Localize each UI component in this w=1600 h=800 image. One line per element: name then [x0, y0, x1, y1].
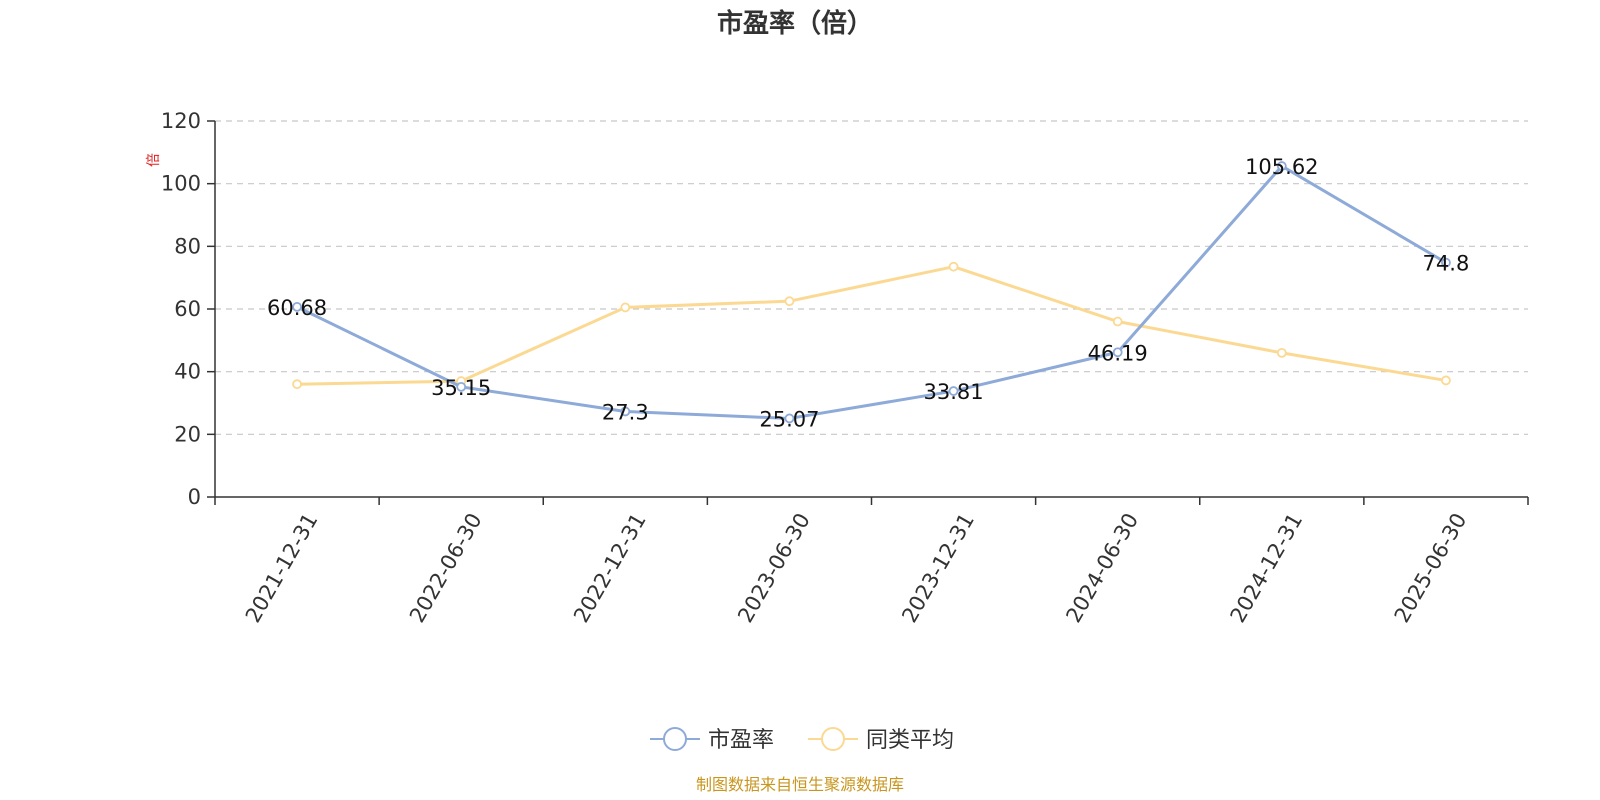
data-label: 46.19: [1088, 341, 1148, 365]
data-point[interactable]: [1112, 347, 1123, 358]
x-tick-label: 2024-06-30: [1061, 509, 1143, 627]
grid-lines: [215, 120, 1528, 435]
x-tick-label: 2023-12-31: [897, 509, 979, 627]
legend-marker-icon: [821, 727, 845, 751]
legend-item[interactable]: 市盈率: [650, 727, 774, 753]
y-tick-label: 0: [188, 485, 201, 509]
x-tick-label: 2025-06-30: [1390, 509, 1472, 627]
legend-label: 同类平均: [866, 728, 954, 753]
y-tick-label: 80: [174, 234, 201, 258]
data-point[interactable]: [948, 386, 959, 396]
x-tick-label: 2021-12-31: [241, 509, 323, 627]
data-point[interactable]: [784, 296, 795, 307]
series-layer: [292, 161, 1451, 424]
legend-item[interactable]: 同类平均: [808, 727, 954, 753]
data-label: 33.81: [924, 380, 984, 404]
x-tick-label: 2023-06-30: [733, 509, 815, 627]
data-labels: 60.68 35.15 27.3 25.07 33.81 46.19 105.62 74.8: [267, 155, 1469, 431]
data-point[interactable]: [1441, 375, 1451, 386]
data-point[interactable]: [620, 302, 631, 313]
data-point[interactable]: [456, 381, 467, 392]
x-tick-label: 2024-12-31: [1226, 509, 1308, 627]
source-note: 制图数据来自恒生聚源数据库: [696, 775, 904, 794]
data-point[interactable]: [292, 379, 302, 390]
data-point[interactable]: [620, 406, 631, 417]
x-tick-label: 2022-06-30: [405, 509, 487, 627]
data-label: 25.07: [759, 407, 819, 431]
data-point[interactable]: [292, 301, 302, 312]
y-tick-label: 20: [174, 422, 201, 446]
data-point[interactable]: [1276, 347, 1287, 358]
data-label: 74.8: [1423, 252, 1470, 276]
data-label: 35.15: [431, 376, 491, 400]
y-tick-label: 120: [161, 109, 201, 133]
chart-title: 市盈率（倍）: [717, 8, 873, 39]
y-tick-label: 60: [174, 297, 201, 321]
x-tick-label: 2022-12-31: [569, 509, 651, 627]
series-line: [295, 164, 1448, 420]
data-label: 60.68: [267, 296, 327, 320]
y-axis-unit-label: 倍: [146, 153, 162, 167]
axes: 0 20 40 60 80 100 120 2021-12-31 2022-06-30 2022-…: [161, 109, 1529, 627]
y-tick-label: 100: [161, 172, 201, 196]
data-point[interactable]: [1441, 257, 1451, 268]
data-label: 27.3: [602, 400, 649, 424]
y-tick-label: 40: [174, 360, 201, 384]
data-label: 105.62: [1245, 155, 1318, 179]
data-point[interactable]: [948, 261, 959, 272]
data-point[interactable]: [784, 413, 795, 424]
series-line: [295, 265, 1448, 386]
legend-marker-icon: [663, 727, 687, 751]
legend-label: 市盈率: [708, 728, 774, 753]
data-point[interactable]: [1112, 316, 1123, 327]
legend[interactable]: 市盈率 同类平均: [650, 727, 954, 753]
data-point[interactable]: [1276, 161, 1287, 171]
